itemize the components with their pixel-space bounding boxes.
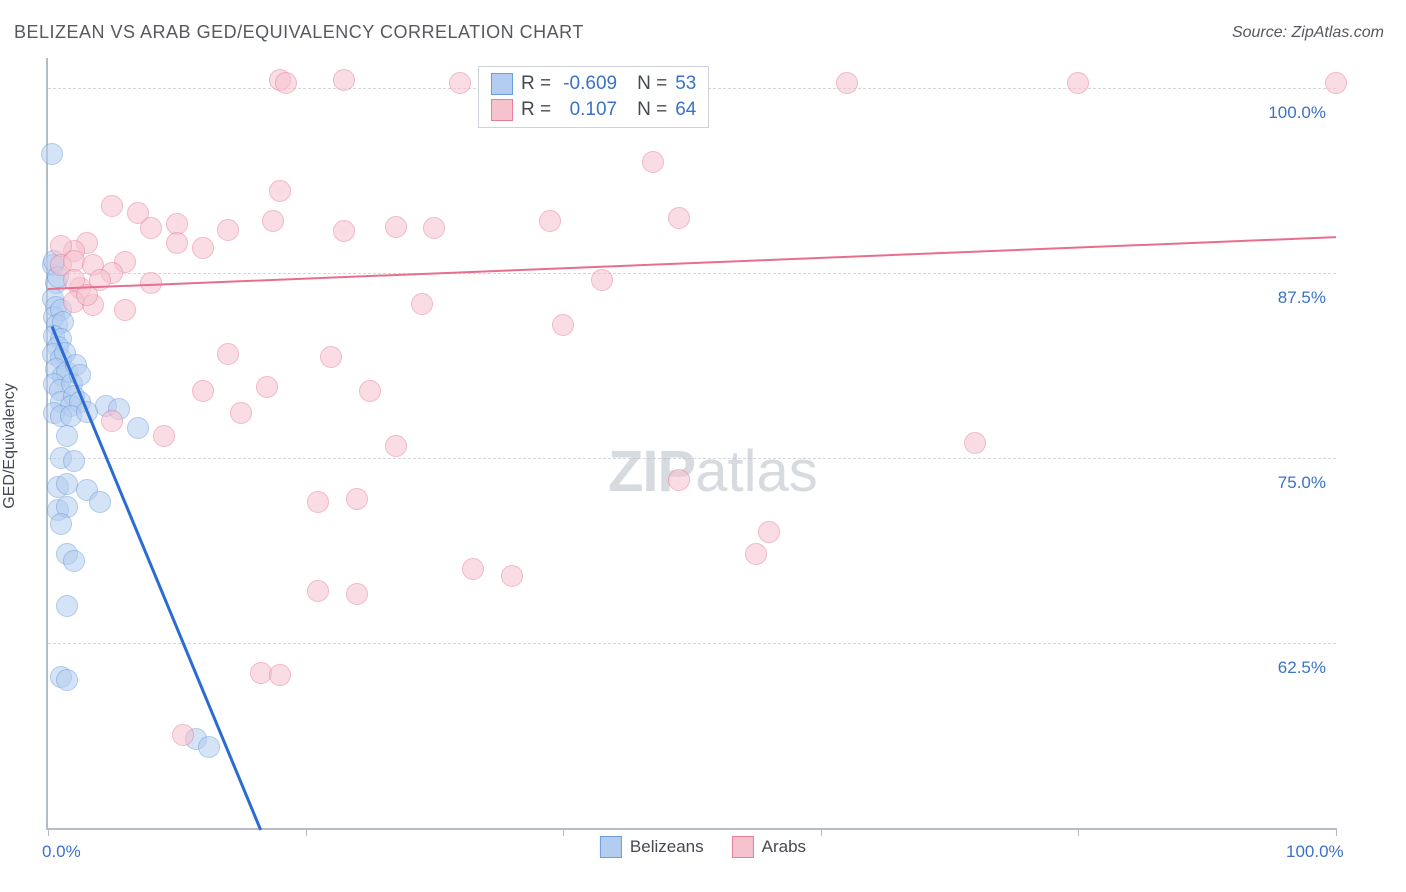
data-point — [166, 232, 188, 254]
legend-swatch — [600, 836, 622, 858]
data-point — [269, 180, 291, 202]
data-point — [63, 550, 85, 572]
x-label-max: 100.0% — [1286, 842, 1344, 862]
data-point — [320, 346, 342, 368]
data-point — [153, 425, 175, 447]
x-tick — [1336, 828, 1337, 836]
legend-item: Arabs — [732, 836, 806, 858]
data-point — [333, 220, 355, 242]
data-point — [385, 435, 407, 457]
data-point — [668, 469, 690, 491]
chart-title: BELIZEAN VS ARAB GED/EQUIVALENCY CORRELA… — [14, 22, 584, 43]
data-point — [192, 237, 214, 259]
data-point — [41, 143, 63, 165]
stat-row: R = -0.609 N = 53 — [491, 73, 696, 95]
data-point — [307, 491, 329, 513]
data-point — [56, 595, 78, 617]
data-point — [539, 210, 561, 232]
data-point — [346, 583, 368, 605]
data-point — [964, 432, 986, 454]
watermark: ZIPatlas — [608, 438, 818, 505]
data-point — [101, 410, 123, 432]
data-point — [89, 491, 111, 513]
data-point — [127, 417, 149, 439]
data-point — [275, 72, 297, 94]
data-point — [198, 736, 220, 758]
data-point — [192, 380, 214, 402]
data-point — [501, 565, 523, 587]
data-point — [333, 69, 355, 91]
data-point — [423, 217, 445, 239]
plot-area: 62.5% 75.0% 87.5% 100.0% ZIPatlas R = -0.609 N … — [46, 58, 1336, 830]
chart-source: Source: ZipAtlas.com — [1232, 24, 1384, 42]
stat-row: R = 0.107 N = 64 — [491, 99, 696, 121]
legend: Belizeans Arabs — [600, 836, 806, 858]
stat-swatch — [491, 73, 513, 95]
stat-r-value: 0.107 — [559, 99, 617, 121]
data-point — [836, 72, 858, 94]
stat-swatch — [491, 99, 513, 121]
data-point — [230, 402, 252, 424]
legend-swatch — [732, 836, 754, 858]
x-tick — [306, 828, 307, 836]
data-point — [114, 299, 136, 321]
data-point — [745, 543, 767, 565]
data-point — [359, 380, 381, 402]
y-tick-label: 100.0% — [1268, 103, 1326, 123]
data-point — [411, 293, 433, 315]
stat-box: R = -0.609 N = 53 R = 0.107 N = 64 — [478, 66, 709, 128]
data-point — [101, 195, 123, 217]
trend-line — [48, 236, 1336, 290]
data-point — [307, 580, 329, 602]
data-point — [172, 724, 194, 746]
data-point — [262, 210, 284, 232]
data-point — [56, 425, 78, 447]
data-point — [642, 151, 664, 173]
gridline — [48, 273, 1336, 274]
data-point — [668, 207, 690, 229]
legend-label: Arabs — [762, 837, 806, 857]
data-point — [385, 216, 407, 238]
data-point — [50, 513, 72, 535]
data-point — [256, 376, 278, 398]
y-axis-label: GED/Equivalency — [1, 383, 19, 508]
data-point — [552, 314, 574, 336]
data-point — [217, 343, 239, 365]
x-tick — [48, 828, 49, 836]
data-point — [758, 521, 780, 543]
stat-n-label: N = — [637, 73, 667, 95]
stat-r-label: R = — [521, 73, 551, 95]
stat-r-label: R = — [521, 99, 551, 121]
legend-item: Belizeans — [600, 836, 704, 858]
gridline — [48, 458, 1336, 459]
data-point — [591, 269, 613, 291]
stat-r-value: -0.609 — [559, 73, 617, 95]
data-point — [449, 72, 471, 94]
y-tick-label: 75.0% — [1278, 473, 1326, 493]
data-point — [63, 450, 85, 472]
legend-label: Belizeans — [630, 837, 704, 857]
stat-n-label: N = — [637, 99, 667, 121]
gridline — [48, 643, 1336, 644]
stat-n-value: 53 — [675, 73, 696, 95]
data-point — [462, 558, 484, 580]
y-tick-label: 62.5% — [1278, 658, 1326, 678]
data-point — [140, 217, 162, 239]
x-tick — [563, 828, 564, 836]
y-tick-label: 87.5% — [1278, 288, 1326, 308]
data-point — [269, 664, 291, 686]
stat-n-value: 64 — [675, 99, 696, 121]
trend-line — [50, 325, 261, 830]
data-point — [346, 488, 368, 510]
x-tick — [1078, 828, 1079, 836]
data-point — [56, 669, 78, 691]
data-point — [1067, 72, 1089, 94]
x-label-min: 0.0% — [42, 842, 81, 862]
data-point — [217, 219, 239, 241]
x-tick — [821, 828, 822, 836]
data-point — [1325, 72, 1347, 94]
